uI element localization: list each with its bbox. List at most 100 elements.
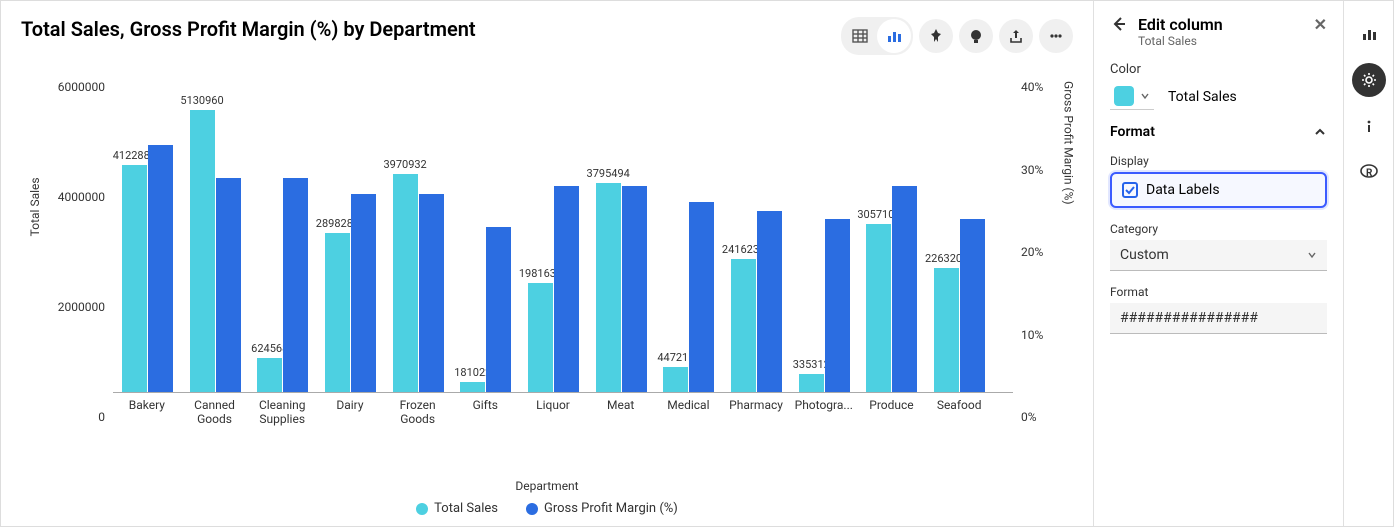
pin-icon [928,28,944,44]
sidebar-info-button[interactable] [1352,109,1386,143]
sales-bar[interactable]: 3970932 [393,174,418,392]
chart-icon [885,27,903,45]
data-labels-checkbox[interactable]: Data Labels [1110,172,1327,208]
x-tick-label: Frozen Goods [383,398,453,427]
format-label: Format [1110,124,1155,140]
category-section: Category Custom [1110,222,1327,271]
bar-group: 335312 [799,219,850,392]
bar-group: 5130960 [190,110,241,392]
pin-button[interactable] [919,19,953,53]
gear-icon [1360,71,1378,89]
bar-group: 447215 [663,202,714,392]
legend-label: Total Sales [434,501,498,516]
category-select[interactable]: Custom [1110,240,1327,271]
margin-bar[interactable] [419,194,444,392]
arrow-left-icon [1110,15,1128,33]
sales-bar[interactable]: 2898285 [325,233,350,392]
color-swatch [1114,86,1134,106]
r-icon: R [1359,162,1379,182]
chevron-up-icon [1313,125,1327,139]
x-tick-label: Medical [653,398,723,412]
margin-bar[interactable] [892,186,917,392]
sales-bar[interactable]: 5130960 [190,110,215,392]
checkbox-icon [1122,182,1138,198]
panel-titles: Edit column Total Sales [1138,15,1304,48]
sidebar-chart-button[interactable] [1352,17,1386,51]
sales-bar[interactable]: 3795494 [596,183,621,392]
color-picker[interactable] [1110,83,1154,110]
more-button[interactable] [1039,19,1073,53]
x-tick-label: Pharmacy [721,398,791,412]
chart-icon [1360,25,1378,43]
chevron-down-icon [1307,250,1317,260]
margin-bar[interactable] [148,145,173,393]
insights-button[interactable] [959,19,993,53]
more-icon [1048,28,1064,44]
right-sidebar: R [1343,1,1393,526]
sidebar-settings-button[interactable] [1352,63,1386,97]
sales-bar[interactable]: 2416230 [731,259,756,392]
data-label: 3795494 [587,167,630,180]
check-icon [1124,184,1136,196]
bar-group: 3057105 [866,186,917,392]
chart-view-button[interactable] [877,19,911,53]
margin-bar[interactable] [960,219,985,392]
chart-area: Total Sales 0200000040000006000000 Baker… [21,63,1073,431]
margin-bar[interactable] [757,211,782,393]
table-view-button[interactable] [843,19,877,53]
sidebar-r-button[interactable]: R [1352,155,1386,189]
sales-bar[interactable]: 4122881 [122,165,147,392]
category-value: Custom [1120,247,1169,263]
x-tick-label: Bakery [112,398,182,412]
bar-group: 2263206 [934,219,985,392]
margin-bar[interactable] [825,219,850,392]
bar-group: 4122881 [122,145,173,393]
x-tick-label: Canned Goods [180,398,250,427]
close-button[interactable]: ✕ [1314,15,1327,34]
data-label: 3970932 [383,158,426,171]
bar-group: 2416230 [731,211,782,393]
back-button[interactable] [1110,15,1128,33]
margin-bar[interactable] [216,178,241,393]
sales-bar[interactable]: 2263206 [934,268,959,392]
main-area: Total Sales, Gross Profit Margin (%) by … [1,1,1093,526]
category-label: Category [1110,222,1327,236]
legend-item-sales[interactable]: Total Sales [416,501,498,516]
svg-text:R: R [1366,168,1373,179]
bar-group: 3795494 [596,183,647,392]
format-input[interactable]: ################ [1110,303,1327,334]
bar-group: 624568 [257,178,308,393]
x-tick-label: Seafood [924,398,994,412]
sales-bar[interactable]: 335312 [799,374,824,392]
legend: Total Sales Gross Profit Margin (%) [21,501,1073,516]
format-value: ################ [1120,310,1258,326]
panel-subtitle: Total Sales [1138,34,1304,48]
x-tick-label: Gifts [450,398,520,412]
legend-item-margin[interactable]: Gross Profit Margin (%) [526,501,678,516]
color-series-name: Total Sales [1168,89,1237,105]
legend-label: Gross Profit Margin (%) [544,501,678,516]
margin-bar[interactable] [554,186,579,392]
sales-bar[interactable]: 3057105 [866,224,891,392]
format-field-label: Format [1110,285,1327,299]
sales-bar[interactable]: 1981634 [528,283,553,392]
margin-bar[interactable] [351,194,376,392]
sales-bar[interactable]: 181022 [460,382,485,392]
x-axis-title: Department [21,479,1073,493]
page-title: Total Sales, Gross Profit Margin (%) by … [21,17,476,41]
panel-header: Edit column Total Sales ✕ [1110,15,1327,48]
format-section-toggle[interactable]: Format [1110,124,1327,140]
bar-group: 1981634 [528,186,579,392]
sales-bar[interactable]: 447215 [663,367,688,392]
sales-bar[interactable]: 624568 [257,358,282,392]
margin-bar[interactable] [689,202,714,392]
margin-bar[interactable] [486,227,511,392]
x-tick-label: Meat [586,398,656,412]
export-button[interactable] [999,19,1033,53]
margin-bar[interactable] [622,186,647,392]
export-icon [1008,28,1024,44]
plot-area: BakeryCanned GoodsCleaning SuppliesDairy… [113,63,1013,393]
margin-bar[interactable] [283,178,308,393]
x-tick-label: Produce [856,398,926,412]
y1-label: Total Sales [28,177,42,236]
